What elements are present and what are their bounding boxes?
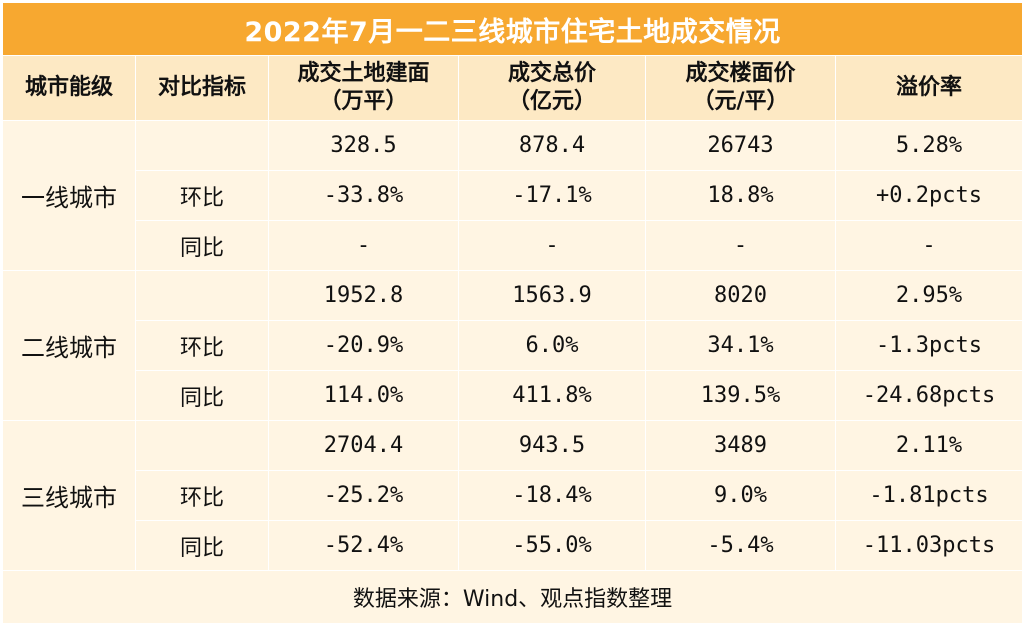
source-note: 数据来源：Wind、观点指数整理 (1, 570, 1024, 624)
floor-price-cell: 9.0% (645, 470, 836, 521)
header-row: 城市能级 对比指标 成交土地建面 （万平） 成交总价 （亿元） 成交楼面价 （元… (2, 55, 1024, 121)
total-cell: 411.8% (458, 370, 646, 421)
premium-cell: 5.28% (834, 120, 1024, 171)
table-row: 同比 114.0% 411.8% 139.5% -24.68pcts (3, 370, 1024, 421)
metric-cell: 同比 (135, 220, 269, 271)
floor-price-cell: 139.5% (645, 370, 836, 421)
header-premium: 溢价率 (834, 55, 1024, 121)
total-cell: -18.4% (458, 470, 646, 521)
table-row: 二线城市 1952.8 1563.9 8020 2.95% (2, 270, 1024, 421)
header-metric: 对比指标 (135, 55, 269, 121)
table-title: 2022年7月一二三线城市住宅土地成交情况 (1, 2, 1024, 56)
area-cell: -52.4% (268, 520, 459, 571)
header-floor-price: 成交楼面价 （元/平） (645, 55, 836, 121)
header-total-line2: （亿元） (507, 89, 596, 114)
total-cell: 943.5 (458, 420, 646, 471)
floor-price-cell: -5.4% (645, 520, 836, 571)
header-area: 成交土地建面 （万平） (268, 55, 459, 121)
metric-cell: 环比 (135, 170, 269, 221)
floor-price-cell: 18.8% (645, 170, 836, 221)
header-floor-line1: 成交楼面价 (685, 61, 796, 86)
premium-cell: - (834, 220, 1024, 271)
area-cell: 328.5 (268, 120, 459, 171)
premium-cell: -11.03pcts (834, 520, 1024, 571)
area-cell: -20.9% (268, 320, 459, 371)
table-row: 环比 -20.9% 6.0% 34.1% -1.3pcts (3, 320, 1024, 371)
table-row: 三线城市 2704.4 943.5 3489 2.11% (2, 420, 1024, 571)
group-name: 一线城市 (2, 120, 136, 271)
header-floor-line2: （元/平） (692, 89, 789, 114)
metric-cell: 同比 (135, 370, 269, 421)
area-cell: - (268, 220, 459, 271)
header-area-line2: （万平） (319, 89, 408, 114)
floor-price-cell: 8020 (645, 270, 836, 321)
premium-cell: +0.2pcts (834, 170, 1024, 221)
metric-cell (135, 420, 269, 471)
header-total-line1: 成交总价 (507, 61, 596, 86)
total-cell: - (458, 220, 646, 271)
area-cell: 1952.8 (268, 270, 459, 321)
group-name: 三线城市 (2, 420, 136, 571)
header-total: 成交总价 （亿元） (458, 55, 646, 121)
group-name: 二线城市 (2, 270, 136, 421)
total-cell: 1563.9 (458, 270, 646, 321)
floor-price-cell: 26743 (645, 120, 836, 171)
header-tier: 城市能级 (2, 55, 136, 121)
table-row: 一线城市 328.5 878.4 26743 5.28% (2, 120, 1024, 271)
area-cell: -33.8% (268, 170, 459, 221)
table-row: 同比 - - - - (3, 220, 1024, 271)
premium-cell: -24.68pcts (834, 370, 1024, 421)
table-row: 环比 -33.8% -17.1% 18.8% +0.2pcts (3, 170, 1024, 221)
metric-cell: 环比 (135, 320, 269, 371)
floor-price-cell: - (645, 220, 836, 271)
floor-price-cell: 34.1% (645, 320, 836, 371)
metric-cell (135, 120, 269, 171)
floor-price-cell: 3489 (645, 420, 836, 471)
area-cell: -25.2% (268, 470, 459, 521)
table-row: 环比 -25.2% -18.4% 9.0% -1.81pcts (3, 470, 1024, 521)
premium-cell: -1.81pcts (834, 470, 1024, 521)
area-cell: 2704.4 (268, 420, 459, 471)
metric-cell (135, 270, 269, 321)
total-cell: 6.0% (458, 320, 646, 371)
premium-cell: 2.11% (834, 420, 1024, 471)
metric-cell: 同比 (135, 520, 269, 571)
header-area-line1: 成交土地建面 (297, 61, 430, 86)
premium-cell: 2.95% (834, 270, 1024, 321)
area-cell: 114.0% (268, 370, 459, 421)
total-cell: -17.1% (458, 170, 646, 221)
total-cell: -55.0% (458, 520, 646, 571)
metric-cell: 环比 (135, 470, 269, 521)
table-row: 同比 -52.4% -55.0% -5.4% -11.03pcts (3, 520, 1024, 571)
premium-cell: -1.3pcts (834, 320, 1024, 371)
total-cell: 878.4 (458, 120, 646, 171)
